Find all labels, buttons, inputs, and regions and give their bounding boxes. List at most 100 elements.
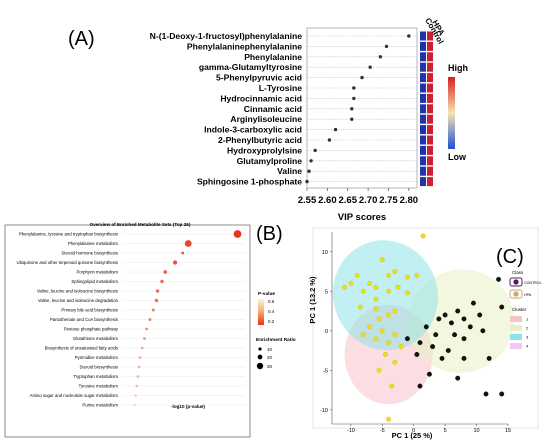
enrichment-pathway-label: Pantothenate and CoA biosynthesis	[50, 317, 118, 322]
class-legend-dot-control	[513, 279, 519, 285]
heatmap-cell	[427, 41, 433, 51]
enrichment-point	[143, 337, 146, 340]
size-legend-label-20: 20	[267, 355, 273, 360]
vip-metabolite-label: Arginylisoleucine	[230, 114, 302, 124]
pca-point-control	[386, 416, 392, 422]
enrichment-pathway-label: Porphyrin metabolism	[76, 270, 118, 275]
cluster-legend-swatch	[510, 325, 522, 331]
pca-point-control	[389, 383, 395, 389]
enrichment-point	[233, 230, 242, 238]
colorbar-high-label: High	[448, 63, 468, 73]
vip-point	[327, 138, 332, 142]
pca-point-hpa	[404, 336, 410, 342]
vip-point	[350, 117, 354, 121]
size-legend-dot-20	[257, 354, 263, 360]
pca-point-control	[386, 312, 392, 318]
pca-point-hpa	[417, 340, 423, 346]
cluster-legend-swatch	[510, 334, 522, 340]
vip-x-axis-title: VIP scores	[338, 212, 386, 223]
cluster-legend-label: 2	[526, 326, 529, 331]
heatmap-cell	[427, 135, 433, 145]
vip-point	[368, 65, 372, 69]
panel-label-a: (A)	[68, 28, 95, 50]
enrichment-point	[140, 346, 144, 350]
enrichment-point	[172, 260, 178, 265]
heatmap-cell	[420, 135, 426, 145]
pca-point-hpa	[499, 391, 505, 397]
pca-point-control	[342, 284, 348, 290]
pca-point-hpa	[483, 391, 489, 397]
cluster-legend-label: 1	[526, 317, 529, 322]
vip-point	[309, 159, 313, 163]
heatmap-cell	[420, 177, 426, 187]
heatmap-cell	[427, 104, 433, 114]
enrichment-pathway-label: Sphingolipid metabolism	[71, 279, 118, 284]
pca-point-hpa	[470, 300, 476, 306]
class-legend-dot-hpa	[513, 291, 519, 297]
pca-point-control	[386, 273, 392, 278]
pca-point-control	[395, 284, 401, 290]
vip-point	[305, 179, 309, 184]
cluster-legend-title: Cluster	[512, 307, 527, 312]
pca-point-control	[373, 336, 379, 342]
pca-chart: -10 -5 0 5 10 15 10 5 0 -5 -10 PC 1 (25 %) PC 1 (1…	[308, 227, 542, 440]
class-legend-label-control: CONTROL	[524, 281, 542, 285]
pca-point-hpa	[496, 276, 502, 282]
pca-point-hpa	[417, 383, 423, 389]
enrichment-pathway-label: Valine, leucine and isoleucine degradati…	[38, 298, 119, 303]
vip-metabolite-label: L-Tyrosine	[259, 83, 303, 93]
vip-x-tick-label: 2.75	[379, 195, 398, 206]
heatmap-cell	[420, 83, 426, 93]
enrichment-point	[148, 318, 152, 321]
panel-label-b: (B)	[256, 223, 283, 245]
vip-metabolite-label: 2-Phenylbutyric acid	[218, 135, 302, 145]
heatmap-cell	[420, 93, 426, 103]
vip-metabolite-label: Phenylalaninephenylalanine	[187, 41, 302, 51]
vip-point	[313, 148, 317, 153]
enrichment-pathway-label: Biosynthesis of unsaturated fatty acids	[45, 346, 118, 351]
cluster-legend-swatch	[510, 343, 522, 349]
pca-point-control	[367, 324, 373, 330]
enrichment-point	[155, 289, 160, 293]
size-legend-title: Enrichment Ratio	[256, 337, 296, 343]
size-legend-dot-30	[256, 362, 264, 370]
enrichment-point	[163, 270, 168, 274]
pca-point-control	[360, 332, 366, 338]
pca-point-hpa	[442, 312, 448, 318]
enrichment-chart: Overview of Enriched Metabolite Sets (To…	[4, 222, 296, 438]
pca-x-tick-label: 0	[412, 428, 415, 434]
heatmap-cell	[420, 104, 426, 114]
pca-point-control	[386, 340, 392, 346]
pca-y-tick-label: 10	[322, 250, 328, 256]
enrichment-pathway-label: Primary bile acid biosynthesis	[61, 308, 118, 313]
pca-x-axis-title: PC 1 (25 %)	[392, 431, 433, 440]
vip-x-tick-label: 2.70	[359, 195, 378, 206]
enrichment-pathway-label: Pyrimidine metabolism	[75, 355, 119, 360]
heatmap-cell	[420, 31, 426, 41]
pca-point-hpa	[439, 355, 445, 361]
vip-metabolite-label: gamma-Glutamyltyrosine	[199, 62, 302, 72]
pca-point-control	[373, 284, 379, 290]
enrichment-point	[135, 384, 139, 388]
vip-colorbar	[448, 77, 455, 149]
vip-metabolite-label: Valine	[277, 166, 302, 176]
pca-point-hpa	[414, 352, 420, 357]
vip-x-tick-label: 2.80	[400, 195, 419, 206]
pca-point-hpa	[477, 312, 483, 318]
vip-plot-frame	[306, 27, 418, 189]
enrichment-point	[184, 240, 192, 247]
pca-point-control	[376, 367, 382, 373]
class-legend-label-hpa: HPA	[524, 293, 532, 297]
enrichment-title: Overview of Enriched Metabolite Sets (To…	[90, 222, 191, 227]
pca-point-hpa	[445, 348, 451, 353]
vip-metabolite-label: Indole-3-carboxylic acid	[204, 125, 302, 135]
enrichment-point	[154, 298, 159, 303]
heatmap-cell	[427, 156, 433, 166]
pca-point-control	[398, 344, 404, 350]
enrichment-pathway-label: Glutathione metabolism	[73, 336, 119, 341]
pca-point-control	[386, 288, 392, 294]
heatmap-cell	[427, 114, 433, 124]
pca-point-hpa	[461, 316, 467, 322]
heatmap-cell	[420, 62, 426, 72]
